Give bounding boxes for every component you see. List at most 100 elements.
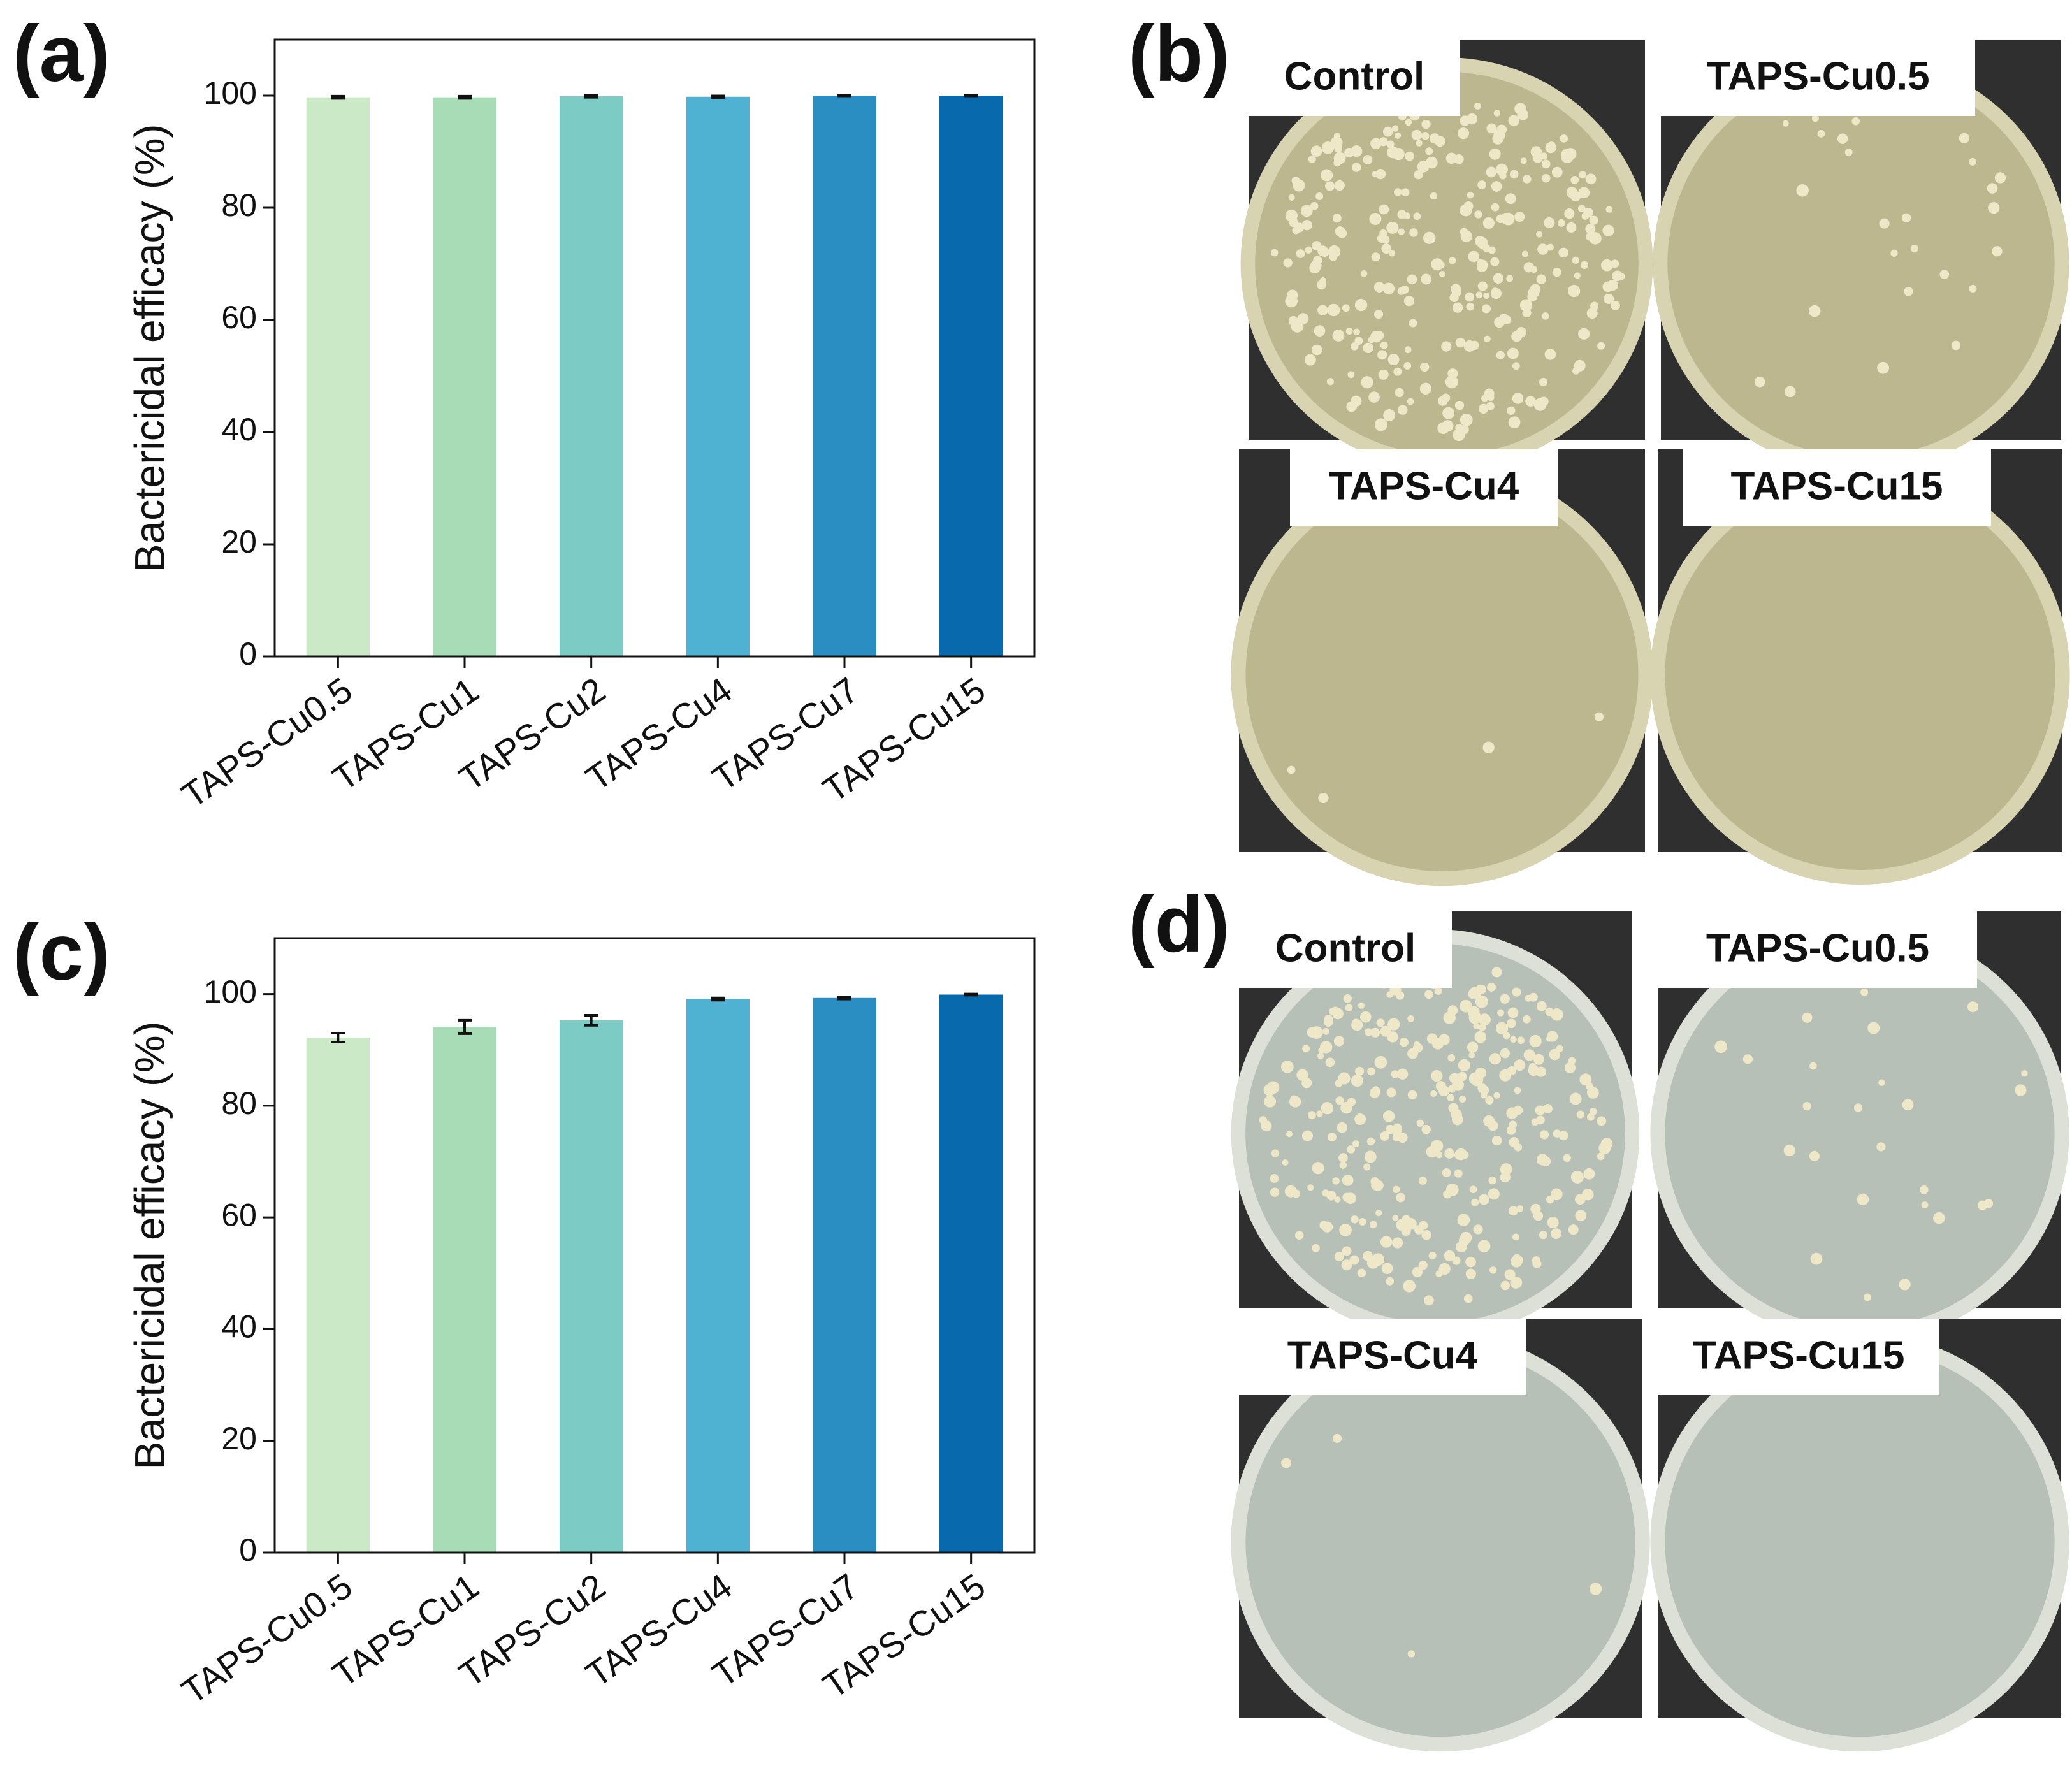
colony: [1448, 1085, 1456, 1093]
colony: [1600, 259, 1613, 272]
colony: [1994, 172, 2006, 184]
colony: [1468, 250, 1480, 263]
colony: [1460, 413, 1473, 426]
colony: [1968, 157, 1977, 166]
colony: [1332, 214, 1342, 223]
colony: [1407, 274, 1417, 285]
colony: [1270, 249, 1279, 257]
colony: [1863, 1293, 1871, 1301]
colony: [1580, 261, 1589, 269]
colony: [1318, 792, 1329, 804]
colony: [1401, 188, 1410, 197]
colony: [1342, 1192, 1352, 1202]
colony: [1579, 171, 1587, 179]
colony: [1385, 1124, 1395, 1134]
colony: [1316, 280, 1327, 290]
colony: [1460, 204, 1472, 217]
colony: [1529, 1034, 1542, 1048]
colony: [1351, 1075, 1363, 1087]
colony: [1605, 206, 1613, 213]
colony: [1288, 194, 1295, 201]
colony: [1512, 362, 1520, 370]
colony: [1495, 163, 1508, 176]
colony: [1434, 987, 1442, 996]
colony: [1312, 241, 1322, 251]
colony: [1351, 1018, 1361, 1028]
colony: [1466, 302, 1475, 311]
colony: [1327, 303, 1340, 317]
colony: [1566, 222, 1577, 233]
petri-dish: [1255, 71, 1639, 456]
colony: [1480, 1085, 1489, 1095]
colony: [1296, 1069, 1308, 1081]
colony: [1294, 1231, 1304, 1240]
colony: [1547, 1216, 1559, 1229]
colony: [1523, 262, 1534, 273]
colony: [1535, 231, 1543, 238]
colony: [1910, 244, 1918, 253]
colony: [1607, 279, 1619, 291]
colony: [1589, 1583, 1602, 1595]
colony: [1411, 129, 1423, 141]
colony: [1363, 1163, 1371, 1171]
colony: [1566, 187, 1577, 198]
colony: [1387, 1018, 1400, 1031]
colony: [1510, 1036, 1517, 1043]
colony: [1444, 1250, 1456, 1262]
colony: [1988, 202, 2000, 214]
photo-label: TAPS-Cu15: [1730, 464, 1943, 508]
colony: [1513, 1105, 1523, 1115]
colony: [1597, 1116, 1607, 1126]
colony: [1413, 212, 1421, 221]
colony: [1372, 1086, 1380, 1095]
colony: [1508, 1206, 1518, 1216]
colony: [1372, 1180, 1384, 1191]
colony: [1335, 153, 1342, 160]
colony: [1969, 284, 1977, 293]
colony: [1403, 361, 1412, 370]
colony: [1499, 172, 1507, 180]
colony: [1397, 405, 1408, 415]
colony: [1507, 1007, 1519, 1018]
colony: [1377, 233, 1387, 243]
colony: [1381, 243, 1392, 254]
colony: [1600, 1138, 1613, 1150]
colony: [1322, 1189, 1329, 1197]
colony: [1499, 1069, 1512, 1082]
colony: [1455, 1148, 1467, 1161]
colony: [1369, 212, 1382, 225]
colony: [1332, 330, 1345, 342]
colony: [1536, 1001, 1547, 1011]
colony: [1345, 1004, 1353, 1012]
colony: [1475, 995, 1488, 1008]
colony: [1473, 1224, 1483, 1235]
colony: [1851, 117, 1860, 126]
colony: [1817, 129, 1825, 138]
error-bar: [711, 996, 725, 1002]
colony: [1412, 1266, 1423, 1277]
colony: [1552, 267, 1561, 277]
colony: [1457, 1214, 1470, 1226]
bar: [560, 1020, 623, 1553]
colony: [1442, 1168, 1451, 1177]
colony: [1528, 287, 1538, 298]
colony: [1286, 1131, 1293, 1138]
colony: [1403, 212, 1411, 219]
colony: [1354, 337, 1363, 345]
colony: [1339, 1224, 1352, 1236]
colony: [1373, 282, 1385, 293]
colony: [1612, 270, 1623, 282]
colony: [1502, 315, 1512, 324]
bar: [560, 96, 623, 656]
colony: [1574, 272, 1581, 279]
colony: [1514, 103, 1526, 115]
colony: [1378, 369, 1389, 380]
colony: [1375, 169, 1386, 180]
colony: [1335, 1079, 1343, 1087]
colony: [1500, 1048, 1511, 1059]
colony: [1959, 133, 1970, 143]
colony: [1471, 1198, 1479, 1206]
colony: [1374, 1055, 1387, 1069]
colony: [1392, 1214, 1399, 1222]
photo-label-box: [1658, 911, 1977, 988]
